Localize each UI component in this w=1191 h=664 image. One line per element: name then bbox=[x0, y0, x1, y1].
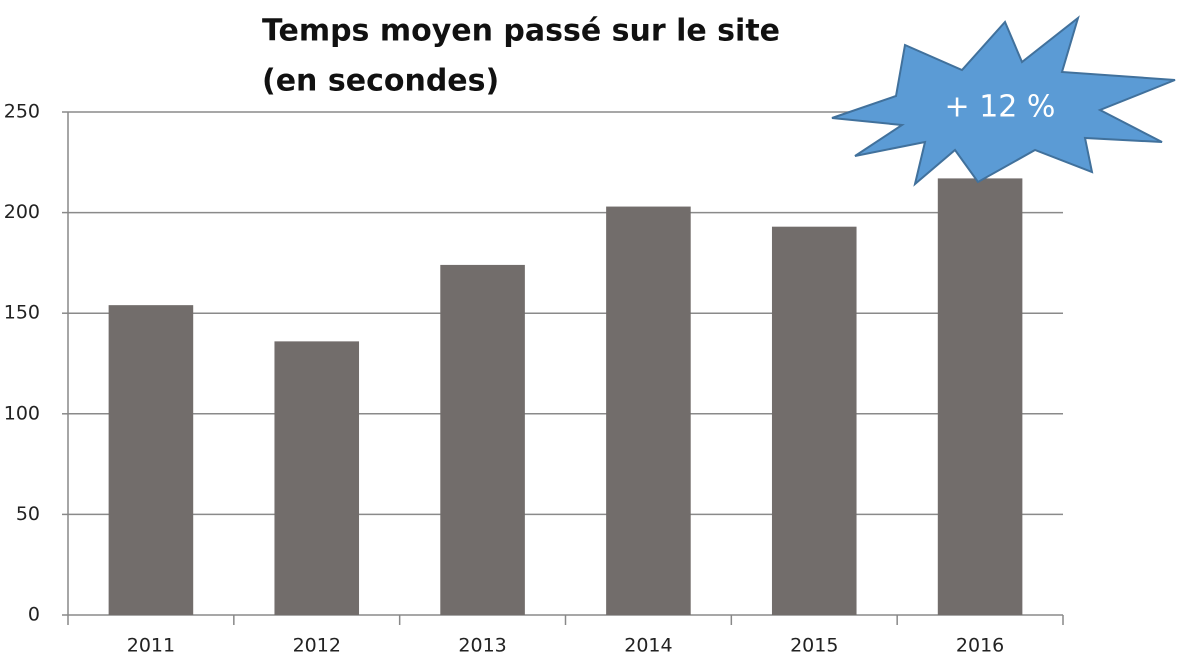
bar bbox=[937, 178, 1023, 615]
y-tick-label: 0 bbox=[28, 604, 40, 626]
y-tick-label: 50 bbox=[16, 503, 40, 525]
bar bbox=[108, 305, 194, 615]
chart-title: (en secondes) bbox=[262, 64, 499, 99]
y-tick-label: 250 bbox=[4, 101, 40, 123]
y-tick-label: 200 bbox=[4, 201, 40, 223]
bar bbox=[440, 264, 525, 615]
y-tick-label: 150 bbox=[4, 302, 40, 324]
x-tick-label: 2012 bbox=[293, 635, 341, 657]
x-tick-label: 2015 bbox=[790, 635, 838, 657]
x-tick-label: 2013 bbox=[458, 635, 506, 657]
annotation: + 12 % bbox=[945, 90, 1056, 125]
bar bbox=[606, 206, 691, 615]
bar bbox=[771, 226, 857, 615]
x-tick-label: 2014 bbox=[624, 635, 672, 657]
plot-area: 0 50 100 150 200 250 2011 2012 2013 2014 2015 2016 bbox=[4, 101, 1064, 657]
bar bbox=[274, 341, 360, 615]
y-tick-label: 100 bbox=[4, 402, 40, 424]
chart-title: Temps moyen passé sur le site bbox=[262, 14, 780, 49]
x-tick-label: 2011 bbox=[127, 635, 175, 657]
x-tick-label: 2016 bbox=[956, 635, 1004, 657]
starburst bbox=[831, 15, 1176, 187]
